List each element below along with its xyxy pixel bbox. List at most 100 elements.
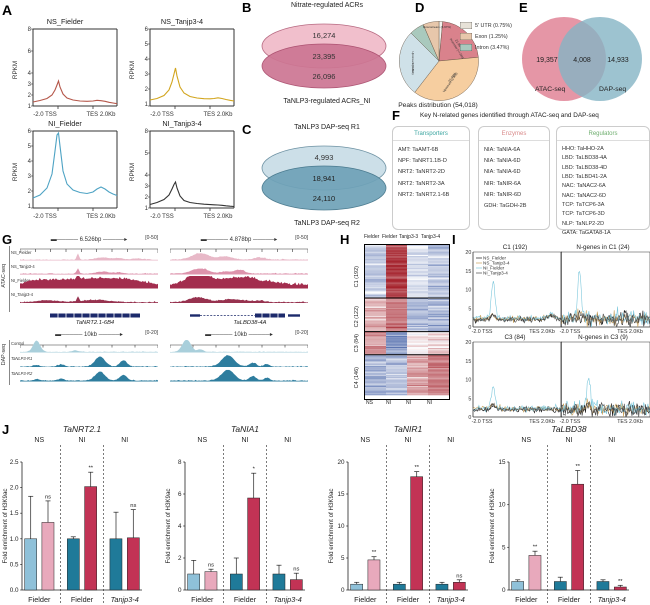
svg-text:3: 3 xyxy=(145,72,149,78)
svg-text:N-genes in C3 (9): N-genes in C3 (9) xyxy=(578,334,628,341)
svg-text:5: 5 xyxy=(341,555,345,562)
svg-text:NI_Tanjp3-4: NI_Tanjp3-4 xyxy=(483,271,508,276)
svg-text:RPKM: RPKM xyxy=(12,61,19,79)
svg-text:10: 10 xyxy=(465,288,471,294)
svg-text:4: 4 xyxy=(178,523,182,530)
svg-text:C1 (192): C1 (192) xyxy=(503,244,528,251)
svg-text:C3 (84): C3 (84) xyxy=(505,334,526,341)
svg-text:2: 2 xyxy=(28,93,32,99)
svg-text:*: * xyxy=(253,467,256,473)
svg-text:NS: NS xyxy=(34,437,44,444)
svg-text:Fold enrichment of H3K9ac: Fold enrichment of H3K9ac xyxy=(165,489,172,564)
svg-text:6: 6 xyxy=(28,129,32,135)
svg-text:2.0: 2.0 xyxy=(10,485,19,492)
svg-text:TES 2.0Kb: TES 2.0Kb xyxy=(86,214,116,220)
svg-text:Fielder: Fielder xyxy=(71,595,94,604)
svg-text:NI: NI xyxy=(447,437,454,444)
svg-text:Fielder: Fielder xyxy=(558,595,581,604)
svg-text:Fielder: Fielder xyxy=(234,595,257,604)
svg-text:15: 15 xyxy=(465,359,471,365)
svg-text:4: 4 xyxy=(28,159,32,165)
svg-text:5: 5 xyxy=(145,151,149,157)
svg-text:Fold enrichment of H3K9ac: Fold enrichment of H3K9ac xyxy=(328,489,335,564)
svg-text:1.0: 1.0 xyxy=(10,536,19,543)
svg-text:4: 4 xyxy=(145,57,149,63)
svg-text:NI: NI xyxy=(121,437,128,444)
svg-text:Fielder: Fielder xyxy=(28,595,51,604)
svg-text:0.5: 0.5 xyxy=(10,561,19,568)
svg-text:ns: ns xyxy=(456,573,462,579)
svg-text:NI_Tanjp3-4: NI_Tanjp3-4 xyxy=(162,119,201,128)
svg-text:2: 2 xyxy=(178,555,182,562)
svg-text:6: 6 xyxy=(28,49,32,55)
svg-text:15: 15 xyxy=(498,459,506,466)
svg-text:5: 5 xyxy=(145,42,149,48)
svg-text:NI_Fielder: NI_Fielder xyxy=(48,119,82,128)
svg-text:1.5: 1.5 xyxy=(10,510,19,517)
svg-text:5: 5 xyxy=(468,396,471,402)
svg-text:0: 0 xyxy=(341,587,345,594)
svg-text:4,993: 4,993 xyxy=(315,153,334,162)
svg-text:15: 15 xyxy=(337,491,345,498)
svg-text:NI: NI xyxy=(608,437,615,444)
svg-text:Tanjp3-4: Tanjp3-4 xyxy=(111,595,139,604)
svg-text:Tanjp3-4: Tanjp3-4 xyxy=(274,595,302,604)
svg-text:8: 8 xyxy=(28,27,32,33)
svg-text:Fold enrichment of H3K9ac: Fold enrichment of H3K9ac xyxy=(489,489,496,564)
svg-text:1: 1 xyxy=(145,206,149,212)
svg-text:Tanjp3-4: Tanjp3-4 xyxy=(598,595,626,604)
svg-text:RPKM: RPKM xyxy=(129,163,136,181)
svg-text:20: 20 xyxy=(465,250,471,256)
svg-text:1: 1 xyxy=(145,102,149,108)
svg-text:RPKM: RPKM xyxy=(129,61,136,79)
svg-text:16,274: 16,274 xyxy=(313,31,336,40)
svg-text:RPKM: RPKM xyxy=(462,375,463,389)
svg-text:NI: NI xyxy=(242,437,249,444)
svg-text:5: 5 xyxy=(468,306,471,312)
svg-text:Fold enrichment of H3K9ac: Fold enrichment of H3K9ac xyxy=(2,489,9,564)
svg-text:26,096: 26,096 xyxy=(313,72,336,81)
svg-text:0: 0 xyxy=(178,587,182,594)
svg-text:NI: NI xyxy=(405,437,412,444)
svg-text:NS: NS xyxy=(360,437,370,444)
svg-text:N-genes in C1 (24): N-genes in C1 (24) xyxy=(576,244,629,251)
svg-text:RPKM: RPKM xyxy=(462,285,463,299)
svg-text:TaNIA1: TaNIA1 xyxy=(231,424,259,434)
svg-text:ns: ns xyxy=(130,503,136,509)
svg-text:Fielder: Fielder xyxy=(515,595,538,604)
svg-text:TaNIR1: TaNIR1 xyxy=(394,424,423,434)
svg-text:2: 2 xyxy=(28,189,32,195)
svg-text:ns: ns xyxy=(45,494,51,500)
svg-text:2: 2 xyxy=(145,87,149,93)
svg-text:Fielder: Fielder xyxy=(354,595,377,604)
svg-text:20: 20 xyxy=(465,340,471,346)
svg-text:-2.0 TSS: -2.0 TSS xyxy=(33,214,57,220)
svg-text:8: 8 xyxy=(178,459,182,466)
svg-text:TaNRT2.1: TaNRT2.1 xyxy=(63,424,102,434)
svg-text:RPKM: RPKM xyxy=(12,163,19,181)
svg-text:19,357: 19,357 xyxy=(536,57,558,64)
svg-text:2: 2 xyxy=(145,195,149,201)
svg-text:ns: ns xyxy=(293,567,299,573)
svg-text:0.0: 0.0 xyxy=(10,587,19,594)
svg-text:Tanjp3-4: Tanjp3-4 xyxy=(437,595,465,604)
svg-text:14,933: 14,933 xyxy=(607,57,629,64)
svg-text:3: 3 xyxy=(28,174,32,180)
svg-text:10: 10 xyxy=(498,502,506,509)
svg-text:4,008: 4,008 xyxy=(573,57,591,64)
svg-text:3: 3 xyxy=(28,82,32,88)
svg-text:**: ** xyxy=(575,464,580,470)
svg-text:6: 6 xyxy=(178,491,182,498)
svg-text:5: 5 xyxy=(28,144,32,150)
svg-text:NS: NS xyxy=(521,437,531,444)
svg-text:5: 5 xyxy=(502,544,506,551)
svg-text:**: ** xyxy=(88,466,93,472)
svg-text:NS_Fielder: NS_Fielder xyxy=(47,17,84,26)
svg-text:Fielder: Fielder xyxy=(397,595,420,604)
svg-text:4: 4 xyxy=(28,71,32,77)
svg-text:4: 4 xyxy=(145,173,149,179)
svg-text:18,941: 18,941 xyxy=(313,174,336,183)
svg-text:10: 10 xyxy=(465,378,471,384)
svg-text:2.5: 2.5 xyxy=(10,459,19,466)
svg-text:NS_Tanjp3-4: NS_Tanjp3-4 xyxy=(161,17,203,26)
